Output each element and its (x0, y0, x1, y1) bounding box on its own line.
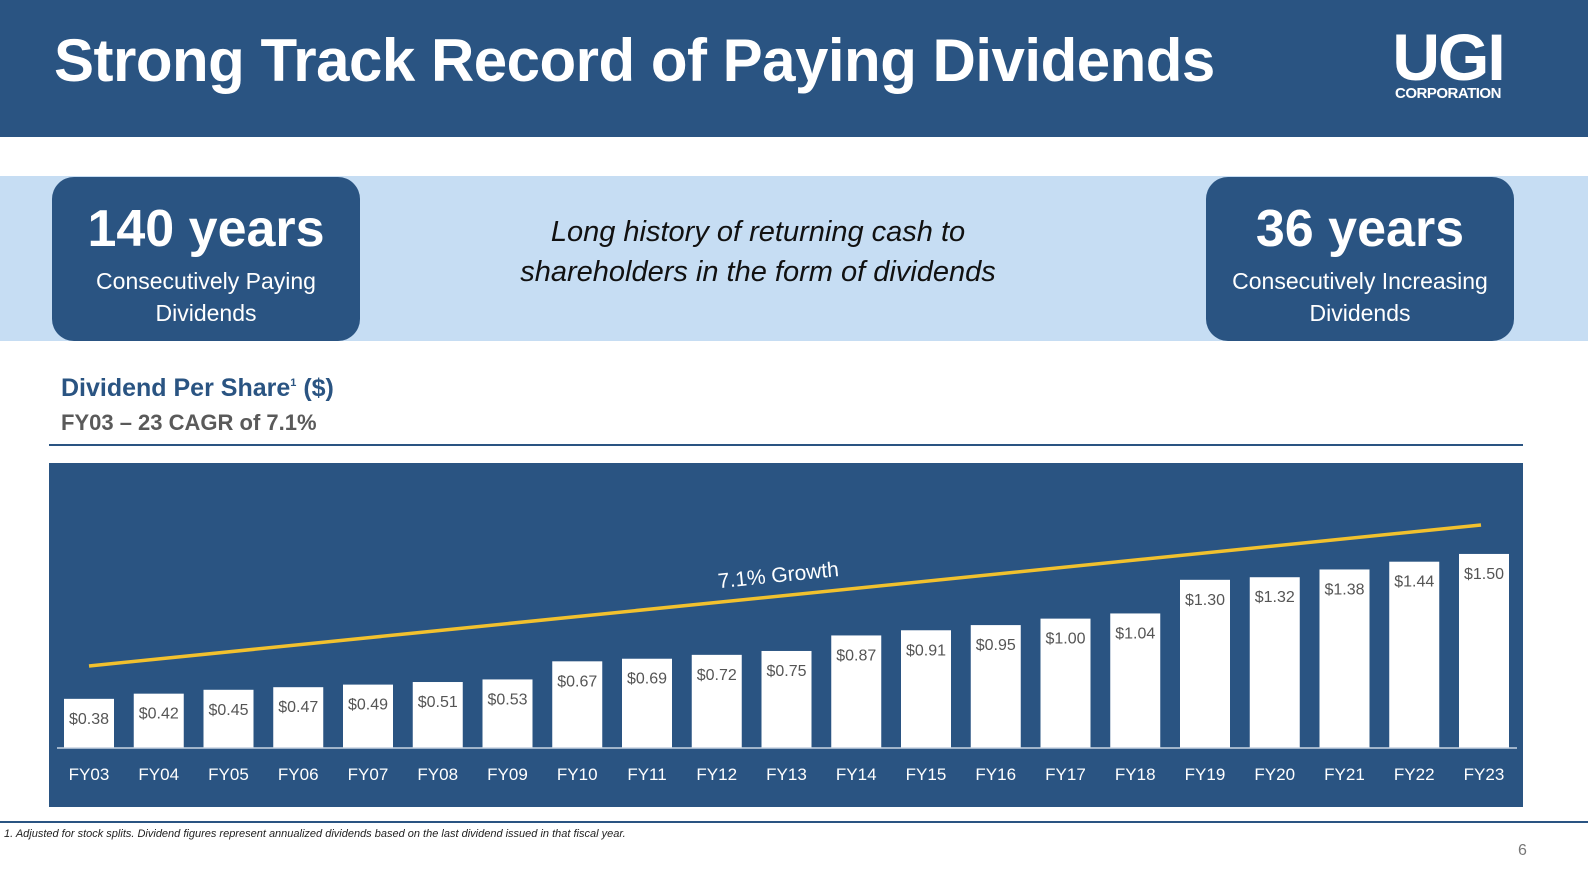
stat-value: 36 years (1255, 200, 1465, 258)
stat-box-increasing: 36 years Consecutively Increasing Divide… (1206, 177, 1514, 341)
data-label-FY03: $0.38 (69, 711, 109, 728)
data-label-FY04: $0.42 (139, 706, 179, 723)
bar-FY13 (761, 650, 812, 748)
x-tick-FY16: FY16 (975, 765, 1016, 784)
x-tick-FY11: FY11 (627, 765, 666, 784)
footer-divider (0, 821, 1588, 823)
chart-title-unit: ($) (303, 374, 334, 402)
bar-FY21 (1319, 569, 1370, 748)
data-label-FY15: $0.91 (906, 642, 946, 659)
chart-title: Dividend Per Share1 ($) (61, 374, 334, 403)
stat-label: Consecutively Increasing Dividends (1232, 268, 1488, 326)
stat-label: Consecutively Paying Dividends (96, 268, 316, 326)
data-label-FY23: $1.50 (1464, 566, 1504, 583)
bar-FY09 (482, 679, 533, 748)
chart-subtitle: FY03 – 23 CAGR of 7.1% (61, 410, 317, 435)
bar-FY07 (343, 684, 393, 748)
data-label-FY18: $1.04 (1115, 625, 1155, 642)
page-number: 6 (1518, 842, 1527, 859)
x-tick-FY23: FY23 (1464, 765, 1505, 784)
x-tick-FY05: FY05 (208, 765, 249, 784)
bar-FY03 (64, 698, 114, 748)
growth-annotation: 7.1% Growth (717, 558, 840, 593)
data-label-FY22: $1.44 (1394, 574, 1434, 591)
logo-wordmark: UGI (1392, 20, 1505, 94)
x-tick-FY15: FY15 (906, 765, 947, 784)
stat-value: 140 years (87, 200, 325, 258)
bar-FY19 (1180, 579, 1230, 748)
bar-FY12 (691, 654, 742, 748)
x-tick-FY13: FY13 (766, 765, 807, 784)
data-label-FY10: $0.67 (557, 673, 597, 690)
data-label-FY13: $0.75 (766, 663, 806, 680)
x-tick-FY04: FY04 (138, 765, 179, 784)
data-label-FY07: $0.49 (348, 697, 388, 714)
data-label-FY12: $0.72 (697, 667, 737, 684)
ugi-logo: UGI CORPORATION (1384, 20, 1512, 104)
chart-panel: $0.38 FY03 $0.42 FY04 $0.45 FY05 $0.47 FY06 $0.4… (49, 463, 1523, 807)
bar-FY11 (622, 658, 672, 748)
bar-FY14 (831, 635, 882, 748)
data-label-FY16: $0.95 (976, 637, 1016, 654)
x-tick-FY21: FY21 (1324, 765, 1365, 784)
header-bar: Strong Track Record of Paying Dividends … (0, 0, 1588, 137)
x-tick-FY03: FY03 (69, 765, 110, 784)
data-label-FY17: $1.00 (1045, 631, 1085, 648)
x-tick-FY12: FY12 (696, 765, 737, 784)
divider (49, 444, 1523, 446)
growth-trend-line (88, 523, 1482, 668)
data-label-FY08: $0.51 (418, 694, 458, 711)
logo-subtext: CORPORATION (1395, 85, 1501, 102)
tagline: Long history of returning cash to shareh… (520, 216, 996, 288)
data-label-FY05: $0.45 (208, 702, 248, 719)
footnote-mark: 1 (290, 377, 297, 389)
x-tick-FY20: FY20 (1254, 765, 1295, 784)
x-tick-FY17: FY17 (1045, 765, 1086, 784)
x-tick-FY19: FY19 (1185, 765, 1226, 784)
bar-FY16 (970, 625, 1021, 748)
bar-FY22 (1389, 561, 1440, 748)
bar-FY10 (552, 661, 603, 748)
data-label-FY20: $1.32 (1255, 589, 1295, 606)
bar-FY20 (1249, 577, 1300, 748)
x-tick-FY08: FY08 (417, 765, 458, 784)
dividend-bar-chart: $0.38 FY03 $0.42 FY04 $0.45 FY05 $0.47 FY06 $0.4… (57, 523, 1517, 784)
x-tick-FY06: FY06 (278, 765, 319, 784)
bar-FY17 (1040, 618, 1091, 748)
data-label-FY19: $1.30 (1185, 592, 1225, 609)
bar-FY18 (1110, 613, 1161, 748)
chart-title-text: Dividend Per Share (61, 374, 291, 402)
data-label-FY21: $1.38 (1324, 581, 1364, 598)
data-label-FY06: $0.47 (278, 699, 318, 716)
x-tick-FY10: FY10 (557, 765, 598, 784)
bar-FY08 (412, 682, 463, 748)
x-tick-FY18: FY18 (1115, 765, 1156, 784)
data-label-FY14: $0.87 (836, 647, 876, 664)
x-tick-FY22: FY22 (1394, 765, 1435, 784)
data-label-FY09: $0.53 (487, 691, 527, 708)
footnote: 1. Adjusted for stock splits. Dividend f… (4, 828, 626, 840)
bar-FY15 (901, 630, 951, 748)
stat-box-paying: 140 years Consecutively Paying Dividends (52, 177, 360, 341)
x-tick-FY07: FY07 (348, 765, 389, 784)
bar-FY05 (203, 689, 254, 748)
x-tick-FY09: FY09 (487, 765, 528, 784)
bar-FY04 (133, 693, 184, 748)
bar-FY06 (273, 687, 324, 748)
page-title: Strong Track Record of Paying Dividends (54, 27, 1215, 94)
bar-FY23 (1459, 553, 1509, 748)
data-label-FY11: $0.69 (627, 671, 667, 688)
x-tick-FY14: FY14 (836, 765, 877, 784)
